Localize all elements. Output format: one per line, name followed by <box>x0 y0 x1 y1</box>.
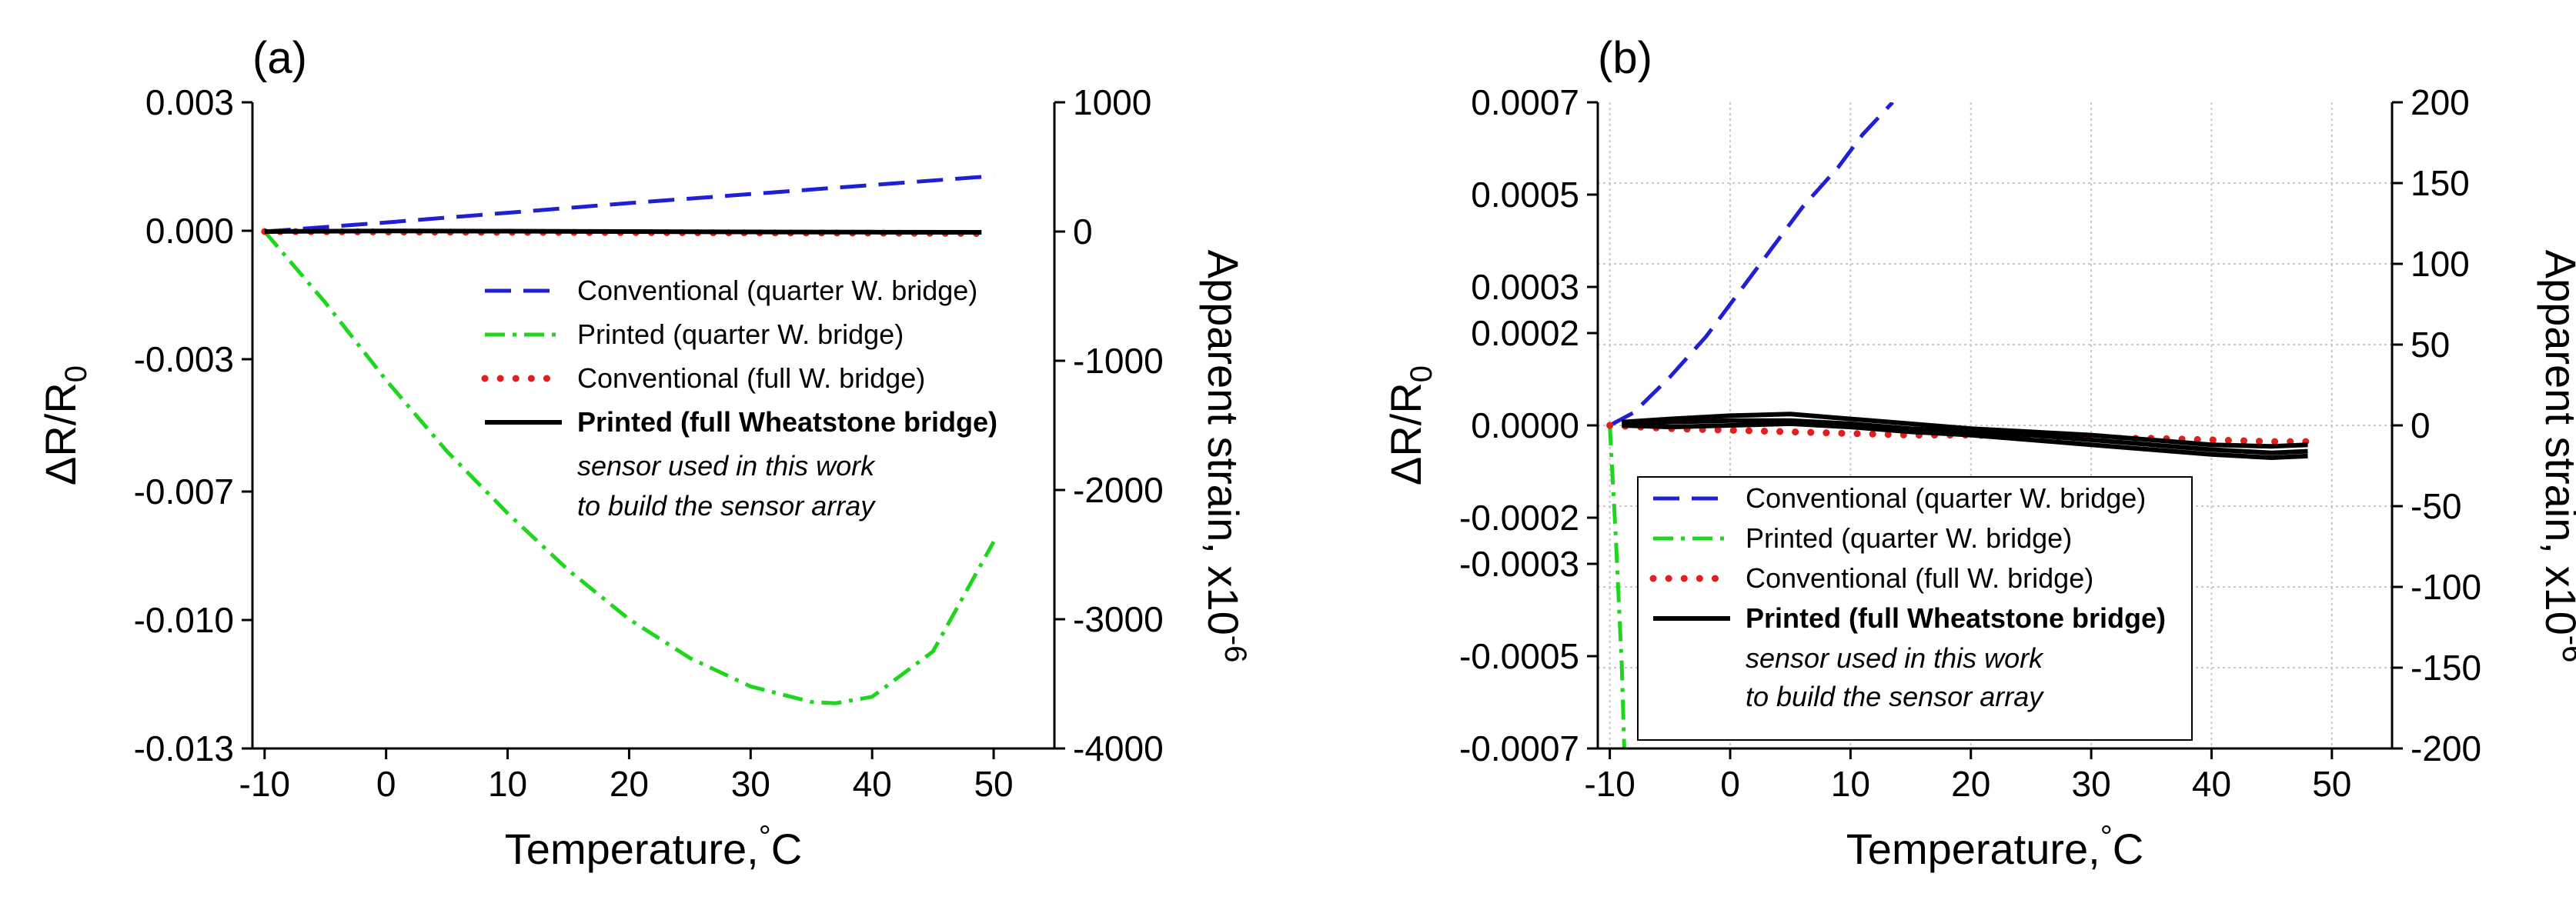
series-line-0 <box>1609 102 1894 428</box>
y-right-tick-label: 100 <box>2411 244 2470 284</box>
y-right-axis-title-text: Apparent strain, x10 <box>2537 250 2576 635</box>
x-tick-label: 0 <box>1720 764 1740 804</box>
legend-note-line: to build the sensor array <box>577 490 876 522</box>
legend-entry-label: Printed (full Wheatstone bridge) <box>577 406 997 438</box>
legend-note-line: sensor used in this work <box>577 450 876 482</box>
x-tick-label: 50 <box>2312 764 2351 804</box>
panel-label: (b) <box>1598 33 1652 83</box>
series-line-3 <box>1622 412 2308 449</box>
y-left-axis-title-sub: 0 <box>59 365 93 382</box>
y-right-tick-label: -100 <box>2411 567 2481 607</box>
legend-entry-label: Conventional (full W. bridge) <box>577 362 925 394</box>
panel-b: -10 0 10 20 30 40 500.00070.00050.00030.00020.… <box>1382 33 2576 873</box>
x-axis-title-unit: C <box>2113 825 2143 873</box>
panel-a: -10 0 10 20 30 40 50 0.003 0.000 -0.003 -0.007 -0.0… <box>36 33 1252 873</box>
x-tick-label: 30 <box>731 764 770 804</box>
y-left-tick-label: 0.0003 <box>1471 267 1579 307</box>
y-left-tick-label: -0.013 <box>134 728 234 768</box>
y-right-tick-label: -4000 <box>1073 728 1164 768</box>
x-tick-label: 20 <box>610 764 649 804</box>
y-left-axis-title-text: ΔR/R <box>36 382 85 485</box>
y-left-tick-label: 0.003 <box>145 82 234 122</box>
legend-note-line: sensor used in this work <box>1746 642 2044 674</box>
x-axis-title: Temperature,°C <box>505 820 802 873</box>
y-right-axis-title: Apparent strain, x10-6 <box>2537 250 2576 663</box>
y-left-tick-label: -0.007 <box>134 472 234 512</box>
y-right-tick-label: -2000 <box>1073 470 1164 510</box>
x-tick-label: 40 <box>2192 764 2231 804</box>
series-line-2 <box>1606 422 2311 445</box>
y-left-tick-label: -0.0002 <box>1459 498 1579 538</box>
y-left-tick-label: -0.0003 <box>1459 544 1579 584</box>
y-left-tick-label: 0.0002 <box>1471 313 1579 353</box>
series-line-3 <box>264 228 982 235</box>
y-left-tick-label: -0.010 <box>134 600 234 640</box>
x-axis-title-text: Temperature, <box>1846 825 2100 873</box>
y-left-tick-label: -0.003 <box>134 339 234 379</box>
y-left-axis-title-sub: 0 <box>1405 365 1438 382</box>
legend: Conventional (quarter W. bridge) Printed … <box>481 275 997 522</box>
y-right-tick-label: 150 <box>2411 163 2470 203</box>
y-left-tick-label: -0.0005 <box>1459 636 1579 676</box>
x-tick-label: 10 <box>1831 764 1870 804</box>
y-right-tick-label: -1000 <box>1073 341 1164 381</box>
legend-entry-label: Printed (quarter W. bridge) <box>577 318 904 350</box>
legend-note-line: to build the sensor array <box>1746 681 2044 712</box>
y-right-axis-title-sup: -6 <box>2556 635 2576 663</box>
series-line-0 <box>264 174 994 234</box>
y-left-tick-label: -0.0007 <box>1459 728 1579 768</box>
y-right-tick-label: 0 <box>1073 212 1093 252</box>
y-right-tick-label: 50 <box>2411 325 2450 365</box>
x-axis-title-degree: ° <box>2100 820 2113 854</box>
y-left-tick-label: 0.0005 <box>1471 175 1579 215</box>
series-line-5 <box>1622 421 2308 460</box>
y-right-axis-title-sup: -6 <box>1218 635 1252 663</box>
y-left-axis-title: ΔR/R0 <box>36 365 93 485</box>
x-axis-title: Temperature,°C <box>1846 820 2143 873</box>
x-tick-label: 40 <box>853 764 892 804</box>
legend-entry-label: Conventional (quarter W. bridge) <box>577 275 977 306</box>
series-group <box>261 174 996 705</box>
legend-entry-label: Printed (full Wheatstone bridge) <box>1746 602 2166 634</box>
x-tick-label: 30 <box>2072 764 2111 804</box>
y-right-tick-label: 200 <box>2411 82 2470 122</box>
y-right-axis-title-text: Apparent strain, x10 <box>1199 250 1248 635</box>
y-right-tick-label: 0 <box>2411 405 2431 445</box>
y-right-tick-label: -200 <box>2411 728 2481 768</box>
series-line-1 <box>1608 425 1626 748</box>
y-left-tick-label: 0.000 <box>145 211 234 251</box>
y-right-tick-label: 1000 <box>1073 82 1151 122</box>
legend-box <box>1637 476 2193 741</box>
y-right-axis-title: Apparent strain, x10-6 <box>1199 250 1252 663</box>
legend-entry-label: Conventional (full W. bridge) <box>1746 562 2093 594</box>
x-tick-label: 50 <box>974 764 1013 804</box>
y-left-tick-label: 0.0000 <box>1471 405 1579 445</box>
x-axis-title-degree: ° <box>759 820 771 854</box>
y-left-axis-title: ΔR/R0 <box>1382 365 1438 485</box>
x-tick-label: 20 <box>1951 764 1990 804</box>
y-left-tick-label: 0.0007 <box>1471 82 1579 122</box>
legend-entry-label: Conventional (quarter W. bridge) <box>1746 482 2146 514</box>
x-tick-label: -10 <box>1584 764 1635 804</box>
x-tick-label: 10 <box>488 764 527 804</box>
legend: Conventional (quarter W. bridge) Printed … <box>1637 476 2193 741</box>
x-tick-label: -10 <box>239 764 290 804</box>
legend-entry-label: Printed (quarter W. bridge) <box>1746 522 2072 554</box>
x-axis-title-unit: C <box>771 825 802 873</box>
series-line-1 <box>262 230 996 705</box>
y-right-tick-label: -50 <box>2411 486 2461 526</box>
y-left-axis-title-text: ΔR/R <box>1382 382 1430 485</box>
y-right-tick-label: -3000 <box>1073 599 1164 639</box>
y-right-tick-label: -150 <box>2411 648 2481 688</box>
panel-label: (a) <box>252 33 307 83</box>
series-line-4 <box>1622 418 2308 455</box>
x-tick-label: 0 <box>376 764 396 804</box>
series-group <box>1606 102 2311 748</box>
x-axis-title-text: Temperature, <box>505 825 759 873</box>
